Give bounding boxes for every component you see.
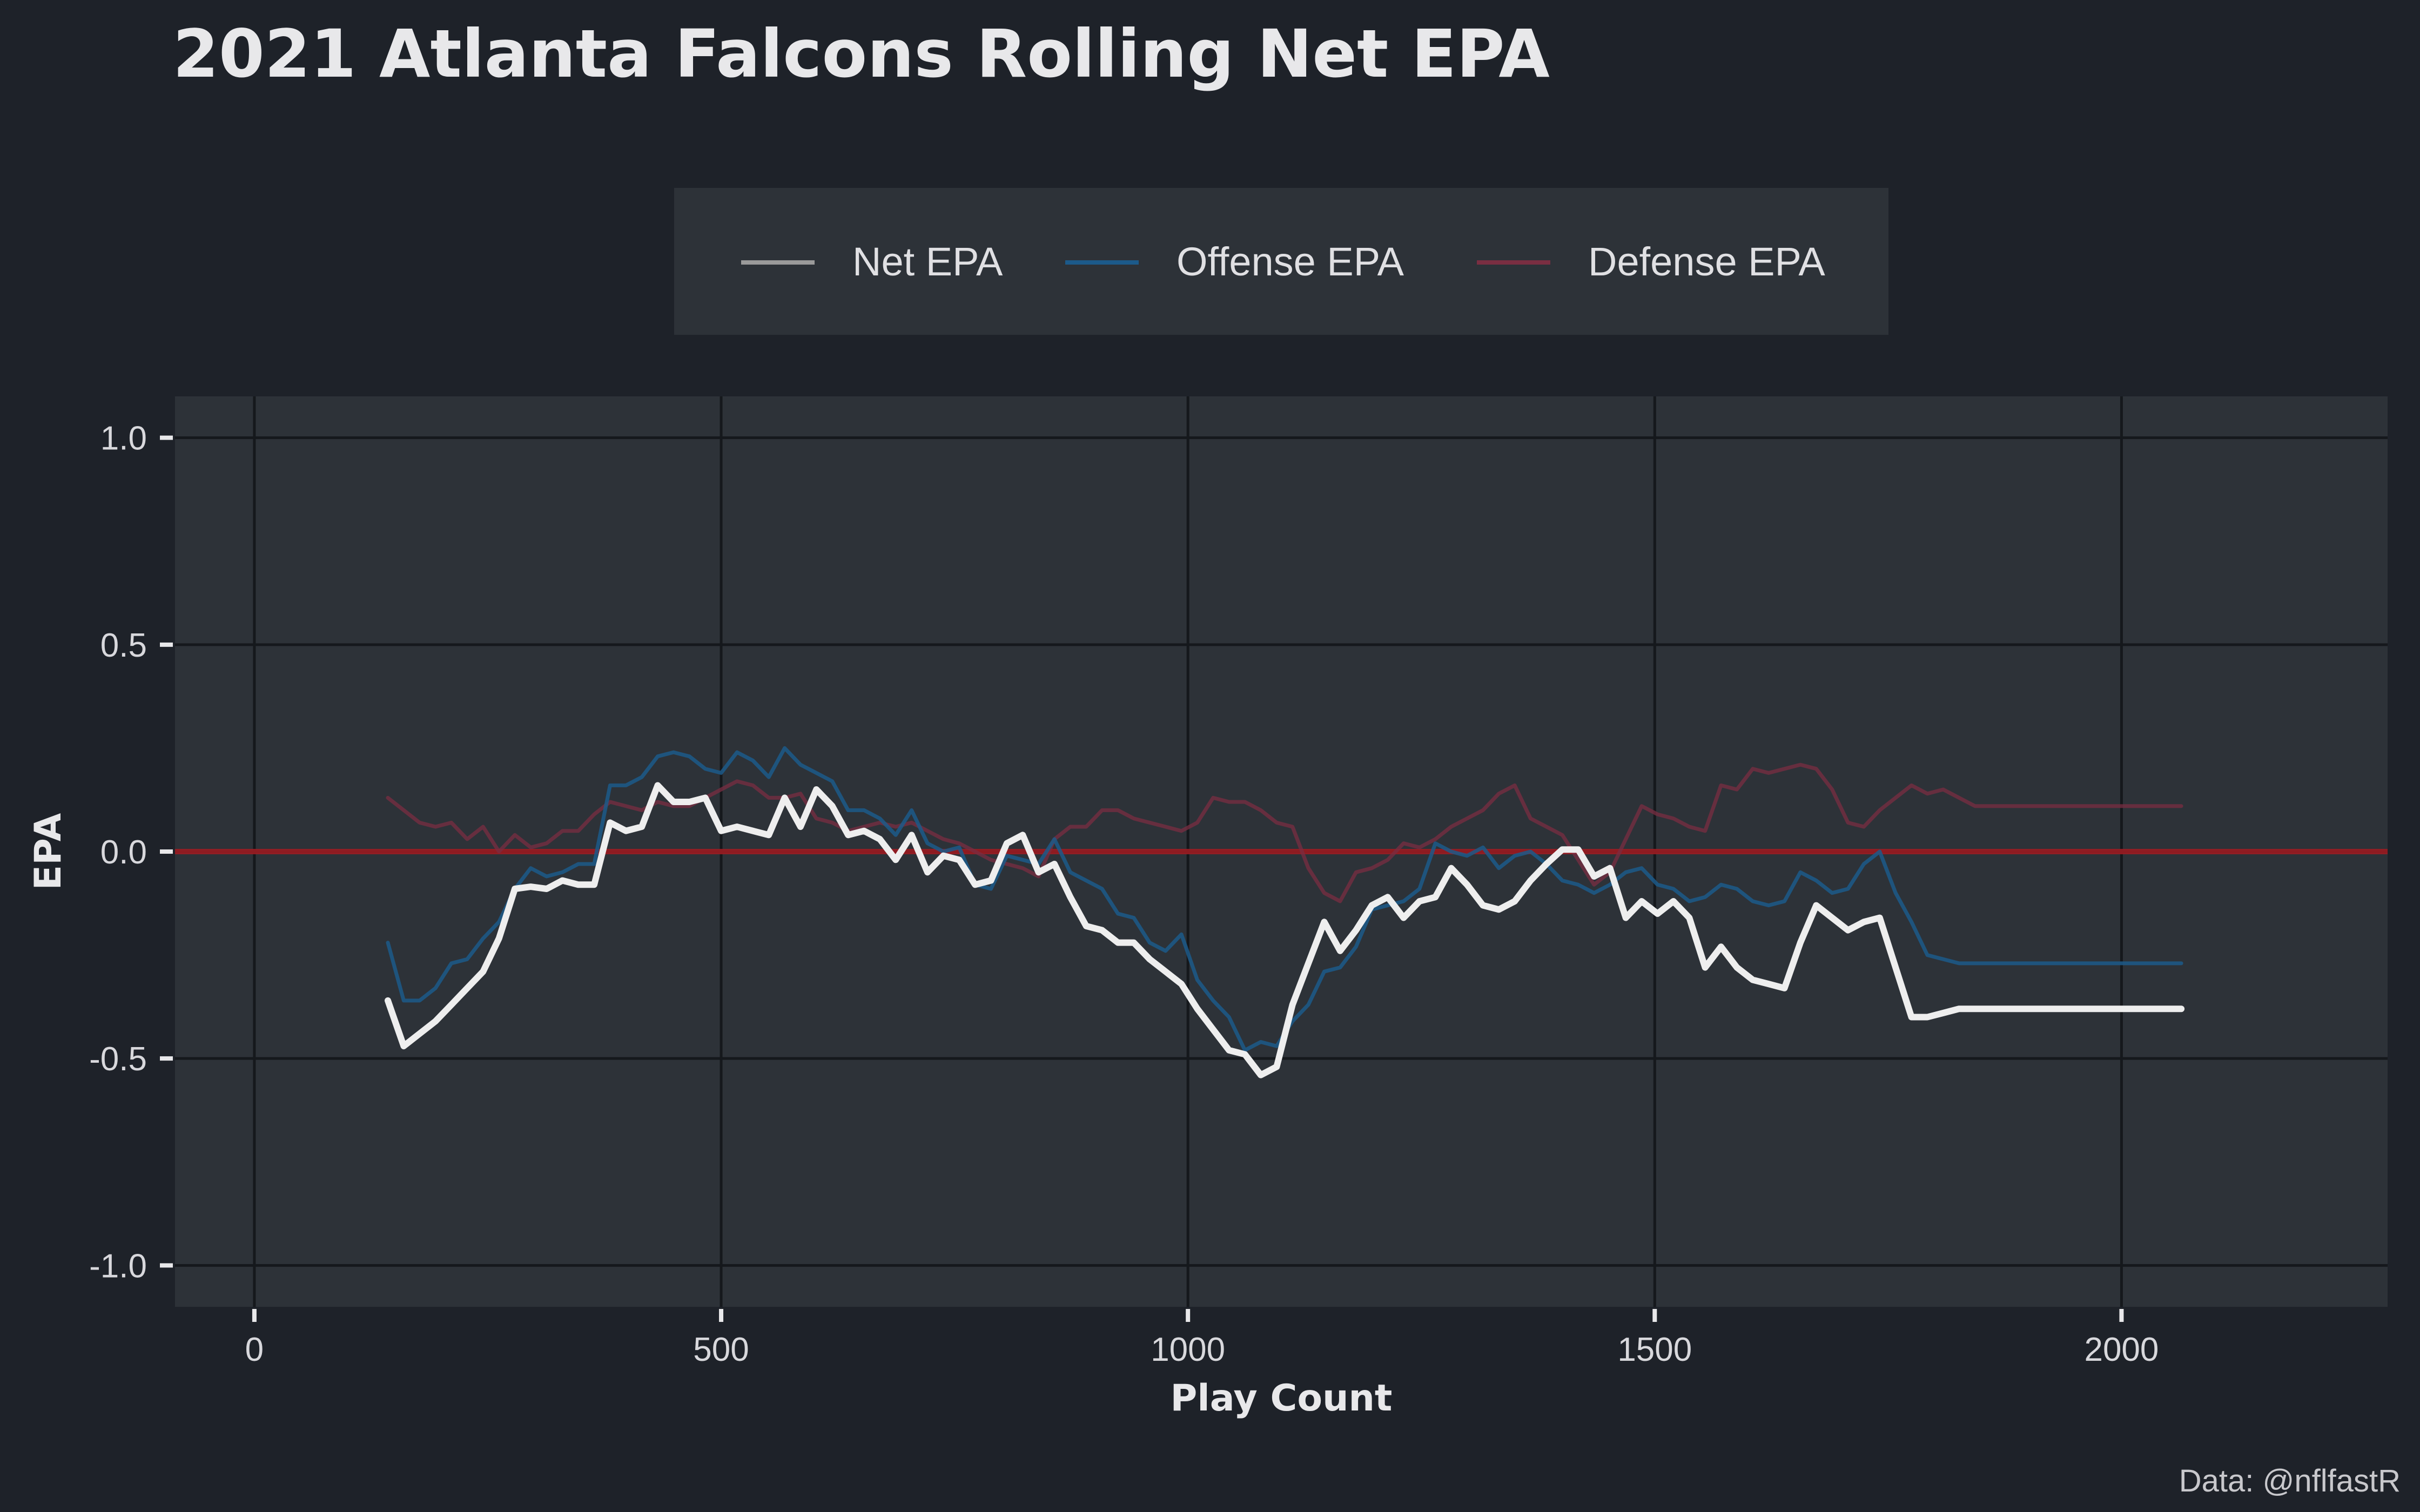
- y-axis-title: EPA: [27, 813, 70, 890]
- y-tick-label-4: -1.0: [89, 1247, 147, 1285]
- legend-box: [674, 188, 1888, 335]
- series-layer: [385, 746, 2185, 1078]
- x-tick-label-3: 1500: [1617, 1331, 1692, 1368]
- x-axis: 0 500 1000 1500 2000: [245, 1309, 2159, 1368]
- x-tick-label-0: 0: [245, 1331, 264, 1368]
- y-axis: 1.0 0.5 0.0 -0.5 -1.0: [89, 420, 173, 1285]
- y-tick-label-0: 1.0: [100, 420, 147, 457]
- series-line-defense-epa: [386, 762, 2183, 903]
- y-tick-label-3: -0.5: [89, 1041, 147, 1078]
- legend-label-offense-epa: Offense EPA: [1177, 239, 1404, 284]
- legend: Net EPA Offense EPA Defense EPA: [674, 188, 1888, 335]
- legend-label-defense-epa: Defense EPA: [1588, 239, 1825, 284]
- x-tick-label-2: 1000: [1151, 1331, 1225, 1368]
- y-tick-label-2: 0.0: [100, 834, 147, 871]
- caption: Data: @nflfastR: [2179, 1463, 2401, 1498]
- x-tick-label-4: 2000: [2084, 1331, 2159, 1368]
- y-tick-label-1: 0.5: [100, 627, 147, 664]
- x-tick-label-1: 500: [693, 1331, 749, 1368]
- series-line-net-epa: [385, 782, 2185, 1078]
- legend-label-net-epa: Net EPA: [852, 239, 1003, 284]
- x-axis-title: Play Count: [1171, 1377, 1393, 1420]
- chart-title: 2021 Atlanta Falcons Rolling Net EPA: [173, 16, 1550, 92]
